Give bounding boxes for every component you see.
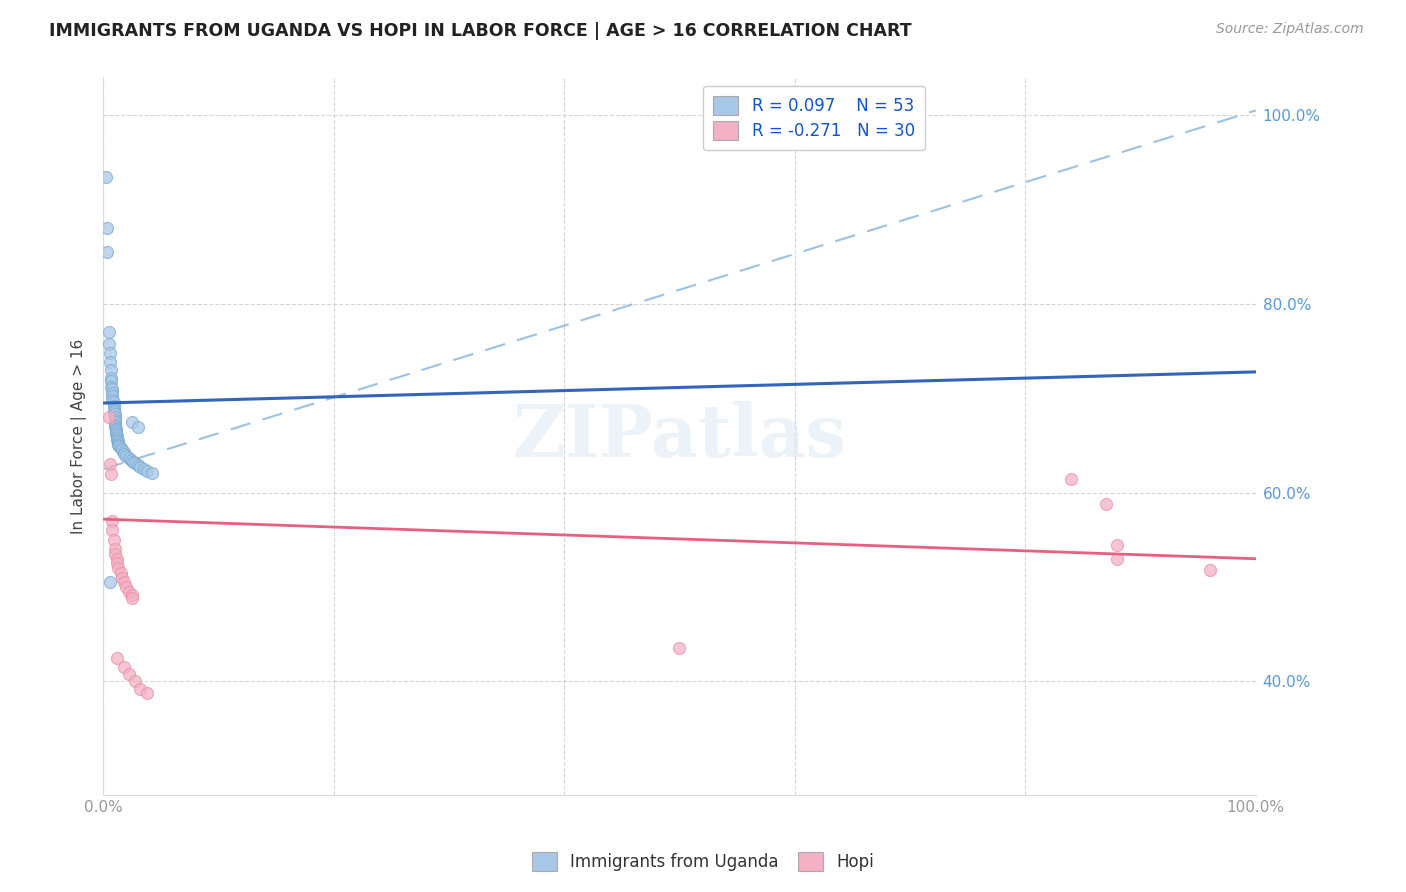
Point <box>104 410 127 425</box>
Point <box>127 419 149 434</box>
Point <box>121 588 143 602</box>
Point <box>101 382 124 396</box>
Point <box>100 370 122 384</box>
Point <box>105 557 128 571</box>
Point <box>104 547 127 561</box>
Point <box>124 457 146 471</box>
Point <box>136 464 159 478</box>
Point <box>96 221 118 235</box>
Point <box>115 580 138 594</box>
Point <box>105 429 128 443</box>
Point <box>115 449 138 463</box>
Point <box>117 666 139 681</box>
Point <box>101 389 124 403</box>
Point <box>98 325 121 339</box>
Point <box>98 410 121 425</box>
Point <box>1198 563 1220 577</box>
Point <box>110 566 132 580</box>
Point <box>94 169 117 184</box>
Point <box>124 674 146 689</box>
Text: IMMIGRANTS FROM UGANDA VS HOPI IN LABOR FORCE | AGE > 16 CORRELATION CHART: IMMIGRANTS FROM UGANDA VS HOPI IN LABOR … <box>49 22 912 40</box>
Point <box>98 336 121 351</box>
Point <box>105 651 128 665</box>
Point <box>100 380 122 394</box>
Point <box>129 681 152 696</box>
Text: Source: ZipAtlas.com: Source: ZipAtlas.com <box>1216 22 1364 37</box>
Point <box>117 584 139 599</box>
Point <box>117 450 139 465</box>
Point <box>103 405 125 419</box>
Point <box>107 561 129 575</box>
Point <box>136 686 159 700</box>
Point <box>668 641 690 656</box>
Point <box>103 395 125 409</box>
Point <box>104 415 127 429</box>
Point <box>1095 497 1118 511</box>
Point <box>110 442 132 456</box>
Point <box>104 413 127 427</box>
Point <box>104 408 127 422</box>
Point <box>103 399 125 413</box>
Point <box>101 524 124 538</box>
Point <box>132 462 155 476</box>
Point <box>1107 551 1129 566</box>
Point <box>101 514 124 528</box>
Legend: R = 0.097    N = 53, R = -0.271   N = 30: R = 0.097 N = 53, R = -0.271 N = 30 <box>703 86 925 150</box>
Point <box>112 445 135 459</box>
Point <box>121 415 143 429</box>
Point <box>104 417 127 432</box>
Point <box>103 533 125 547</box>
Point <box>122 454 145 468</box>
Point <box>107 437 129 451</box>
Point <box>1060 471 1083 485</box>
Point <box>120 452 142 467</box>
Point <box>141 466 163 480</box>
Point <box>105 433 128 447</box>
Point <box>127 458 149 473</box>
Point <box>1107 538 1129 552</box>
Point <box>96 245 118 260</box>
Point <box>121 591 143 606</box>
Point <box>112 447 135 461</box>
Point <box>98 346 121 360</box>
Point <box>107 434 129 448</box>
Point <box>100 375 122 389</box>
Point <box>101 393 124 408</box>
Point <box>112 575 135 590</box>
Point <box>105 551 128 566</box>
Point <box>112 660 135 674</box>
Y-axis label: In Labor Force | Age > 16: In Labor Force | Age > 16 <box>72 338 87 533</box>
Point <box>98 355 121 369</box>
Point <box>104 427 127 442</box>
Point <box>105 431 128 445</box>
Point <box>108 440 131 454</box>
Point <box>103 402 125 417</box>
Point <box>111 571 134 585</box>
Point <box>111 443 134 458</box>
Point <box>104 419 127 434</box>
Point <box>107 435 129 450</box>
Text: ZIPatlas: ZIPatlas <box>512 401 846 472</box>
Point <box>98 458 121 472</box>
Point <box>100 363 122 377</box>
Legend: Immigrants from Uganda, Hopi: Immigrants from Uganda, Hopi <box>523 843 883 880</box>
Point <box>101 385 124 400</box>
Point <box>98 575 121 590</box>
Point <box>100 467 122 481</box>
Point <box>129 460 152 475</box>
Point <box>104 421 127 435</box>
Point <box>104 425 127 440</box>
Point <box>104 424 127 438</box>
Point <box>104 542 127 557</box>
